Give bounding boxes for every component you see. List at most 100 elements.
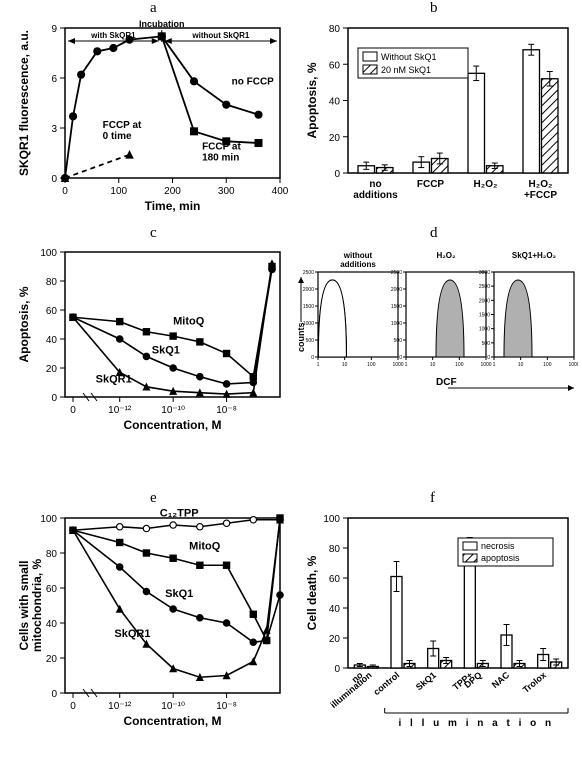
svg-text:2000: 2000 bbox=[303, 287, 314, 293]
svg-text:2500: 2500 bbox=[391, 270, 402, 276]
svg-text:10⁻⁸: 10⁻⁸ bbox=[216, 405, 237, 416]
svg-text:2500: 2500 bbox=[479, 284, 490, 290]
svg-text:500: 500 bbox=[394, 338, 403, 344]
svg-text:H₂O₂: H₂O₂ bbox=[529, 179, 553, 190]
svg-text:20: 20 bbox=[329, 634, 341, 645]
panel-d-chart: 050010001500200025001101001000withoutadd… bbox=[298, 242, 578, 442]
svg-text:NAC: NAC bbox=[490, 670, 512, 691]
svg-text:Time, min: Time, min bbox=[145, 199, 201, 213]
svg-text:3000: 3000 bbox=[479, 270, 490, 276]
svg-text:0: 0 bbox=[51, 393, 57, 404]
svg-text:0: 0 bbox=[62, 186, 68, 197]
svg-text:2000: 2000 bbox=[391, 287, 402, 293]
svg-text:1000: 1000 bbox=[391, 321, 402, 327]
svg-text:Without SkQ1: Without SkQ1 bbox=[381, 52, 437, 62]
svg-text:C₁₂TPP: C₁₂TPP bbox=[160, 508, 199, 519]
svg-text:control: control bbox=[371, 670, 401, 697]
svg-text:0 time: 0 time bbox=[103, 131, 132, 142]
svg-text:FCCP: FCCP bbox=[417, 179, 445, 190]
svg-text:9: 9 bbox=[51, 24, 57, 35]
panel-a-chart: 01002003004000369Time, minSKQR1 fluoresc… bbox=[10, 18, 290, 218]
svg-text:80: 80 bbox=[329, 544, 341, 555]
svg-text:mitochondria, %: mitochondria, % bbox=[30, 559, 44, 653]
svg-text:10: 10 bbox=[518, 362, 524, 368]
svg-text:1500: 1500 bbox=[391, 304, 402, 310]
svg-text:SkQR1: SkQR1 bbox=[96, 374, 132, 386]
svg-text:additions: additions bbox=[340, 260, 376, 269]
svg-text:H₂O₂: H₂O₂ bbox=[436, 251, 456, 260]
svg-text:without: without bbox=[343, 251, 373, 260]
svg-text:0: 0 bbox=[487, 355, 490, 361]
svg-text:0: 0 bbox=[51, 174, 57, 185]
svg-text:60: 60 bbox=[46, 306, 58, 317]
panel-d-label: d bbox=[430, 225, 438, 242]
svg-text:80: 80 bbox=[329, 24, 341, 35]
svg-text:0: 0 bbox=[51, 689, 57, 700]
svg-text:0: 0 bbox=[311, 355, 314, 361]
svg-text:500: 500 bbox=[482, 341, 491, 347]
svg-text:0: 0 bbox=[70, 701, 76, 712]
svg-text:apoptosis: apoptosis bbox=[481, 553, 520, 563]
svg-text:Incubation: Incubation bbox=[139, 19, 185, 29]
svg-text:100: 100 bbox=[543, 362, 552, 368]
svg-text:0: 0 bbox=[399, 355, 402, 361]
panel-c-label: c bbox=[150, 225, 157, 242]
svg-text:60: 60 bbox=[46, 584, 58, 595]
svg-text:2500: 2500 bbox=[303, 270, 314, 276]
svg-text:no FCCP: no FCCP bbox=[232, 77, 275, 88]
svg-text:180 min: 180 min bbox=[202, 153, 239, 164]
svg-text:20 nM SkQ1: 20 nM SkQ1 bbox=[381, 65, 431, 75]
svg-text:necrosis: necrosis bbox=[481, 541, 515, 551]
svg-text:60: 60 bbox=[329, 60, 341, 71]
panel-e-chart: 020406080100010⁻¹²10⁻¹⁰10⁻⁸Concentration… bbox=[10, 508, 290, 738]
panel-e-label: e bbox=[150, 490, 157, 507]
svg-text:10⁻¹⁰: 10⁻¹⁰ bbox=[161, 701, 185, 712]
svg-text:Apoptosis, %: Apoptosis, % bbox=[305, 62, 319, 138]
panel-f-label: f bbox=[430, 490, 435, 507]
svg-text:+FCCP: +FCCP bbox=[524, 190, 557, 201]
figure-root: a b c d e f 01002003004000369Time, minSK… bbox=[0, 0, 582, 766]
svg-text:Apoptosis, %: Apoptosis, % bbox=[17, 286, 31, 362]
svg-text:6: 6 bbox=[51, 74, 57, 85]
svg-text:SkQ1+H₂O₂: SkQ1+H₂O₂ bbox=[512, 251, 557, 260]
svg-text:60: 60 bbox=[329, 574, 341, 585]
svg-text:2000: 2000 bbox=[479, 298, 490, 304]
svg-text:1: 1 bbox=[317, 362, 320, 368]
svg-text:i l l u m i n a t i o n: i l l u m i n a t i o n bbox=[398, 718, 554, 729]
svg-text:1000: 1000 bbox=[480, 362, 491, 368]
panel-a-label: a bbox=[150, 0, 157, 17]
svg-text:10⁻¹⁰: 10⁻¹⁰ bbox=[161, 405, 185, 416]
panel-c-chart: 020406080100010⁻¹²10⁻¹⁰10⁻⁸Concentration… bbox=[10, 242, 290, 442]
svg-text:40: 40 bbox=[46, 619, 58, 630]
svg-text:Cell death, %: Cell death, % bbox=[305, 555, 319, 630]
svg-text:Cells with small: Cells with small bbox=[17, 560, 31, 650]
svg-text:100: 100 bbox=[455, 362, 464, 368]
panel-f-chart: 020406080100Cell death, %noilluminationc… bbox=[298, 508, 578, 738]
svg-text:20: 20 bbox=[46, 364, 58, 375]
svg-text:MitoQ: MitoQ bbox=[173, 316, 205, 328]
svg-text:80: 80 bbox=[46, 277, 58, 288]
svg-text:additions: additions bbox=[353, 190, 398, 201]
svg-text:40: 40 bbox=[46, 335, 58, 346]
svg-text:1500: 1500 bbox=[303, 304, 314, 310]
svg-text:1: 1 bbox=[493, 362, 496, 368]
panel-b-label: b bbox=[430, 0, 438, 17]
svg-text:10: 10 bbox=[342, 362, 348, 368]
svg-text:40: 40 bbox=[329, 604, 341, 615]
svg-text:1000: 1000 bbox=[479, 327, 490, 333]
panel-b-chart: 020406080Apoptosis, %noadditionsFCCPH₂O₂… bbox=[298, 18, 578, 218]
svg-text:1: 1 bbox=[405, 362, 408, 368]
svg-text:10: 10 bbox=[430, 362, 436, 368]
svg-text:500: 500 bbox=[306, 338, 315, 344]
svg-text:0: 0 bbox=[334, 169, 340, 180]
svg-text:SkQ1: SkQ1 bbox=[165, 588, 193, 600]
svg-text:40: 40 bbox=[329, 97, 341, 108]
svg-text:SKQR1 fluorescence, a.u.: SKQR1 fluorescence, a.u. bbox=[17, 30, 31, 176]
svg-text:0: 0 bbox=[334, 664, 340, 675]
svg-text:400: 400 bbox=[272, 186, 289, 197]
svg-text:1000: 1000 bbox=[392, 362, 403, 368]
svg-text:200: 200 bbox=[164, 186, 181, 197]
svg-text:0: 0 bbox=[70, 405, 76, 416]
svg-text:20: 20 bbox=[329, 133, 341, 144]
svg-text:20: 20 bbox=[46, 654, 58, 665]
